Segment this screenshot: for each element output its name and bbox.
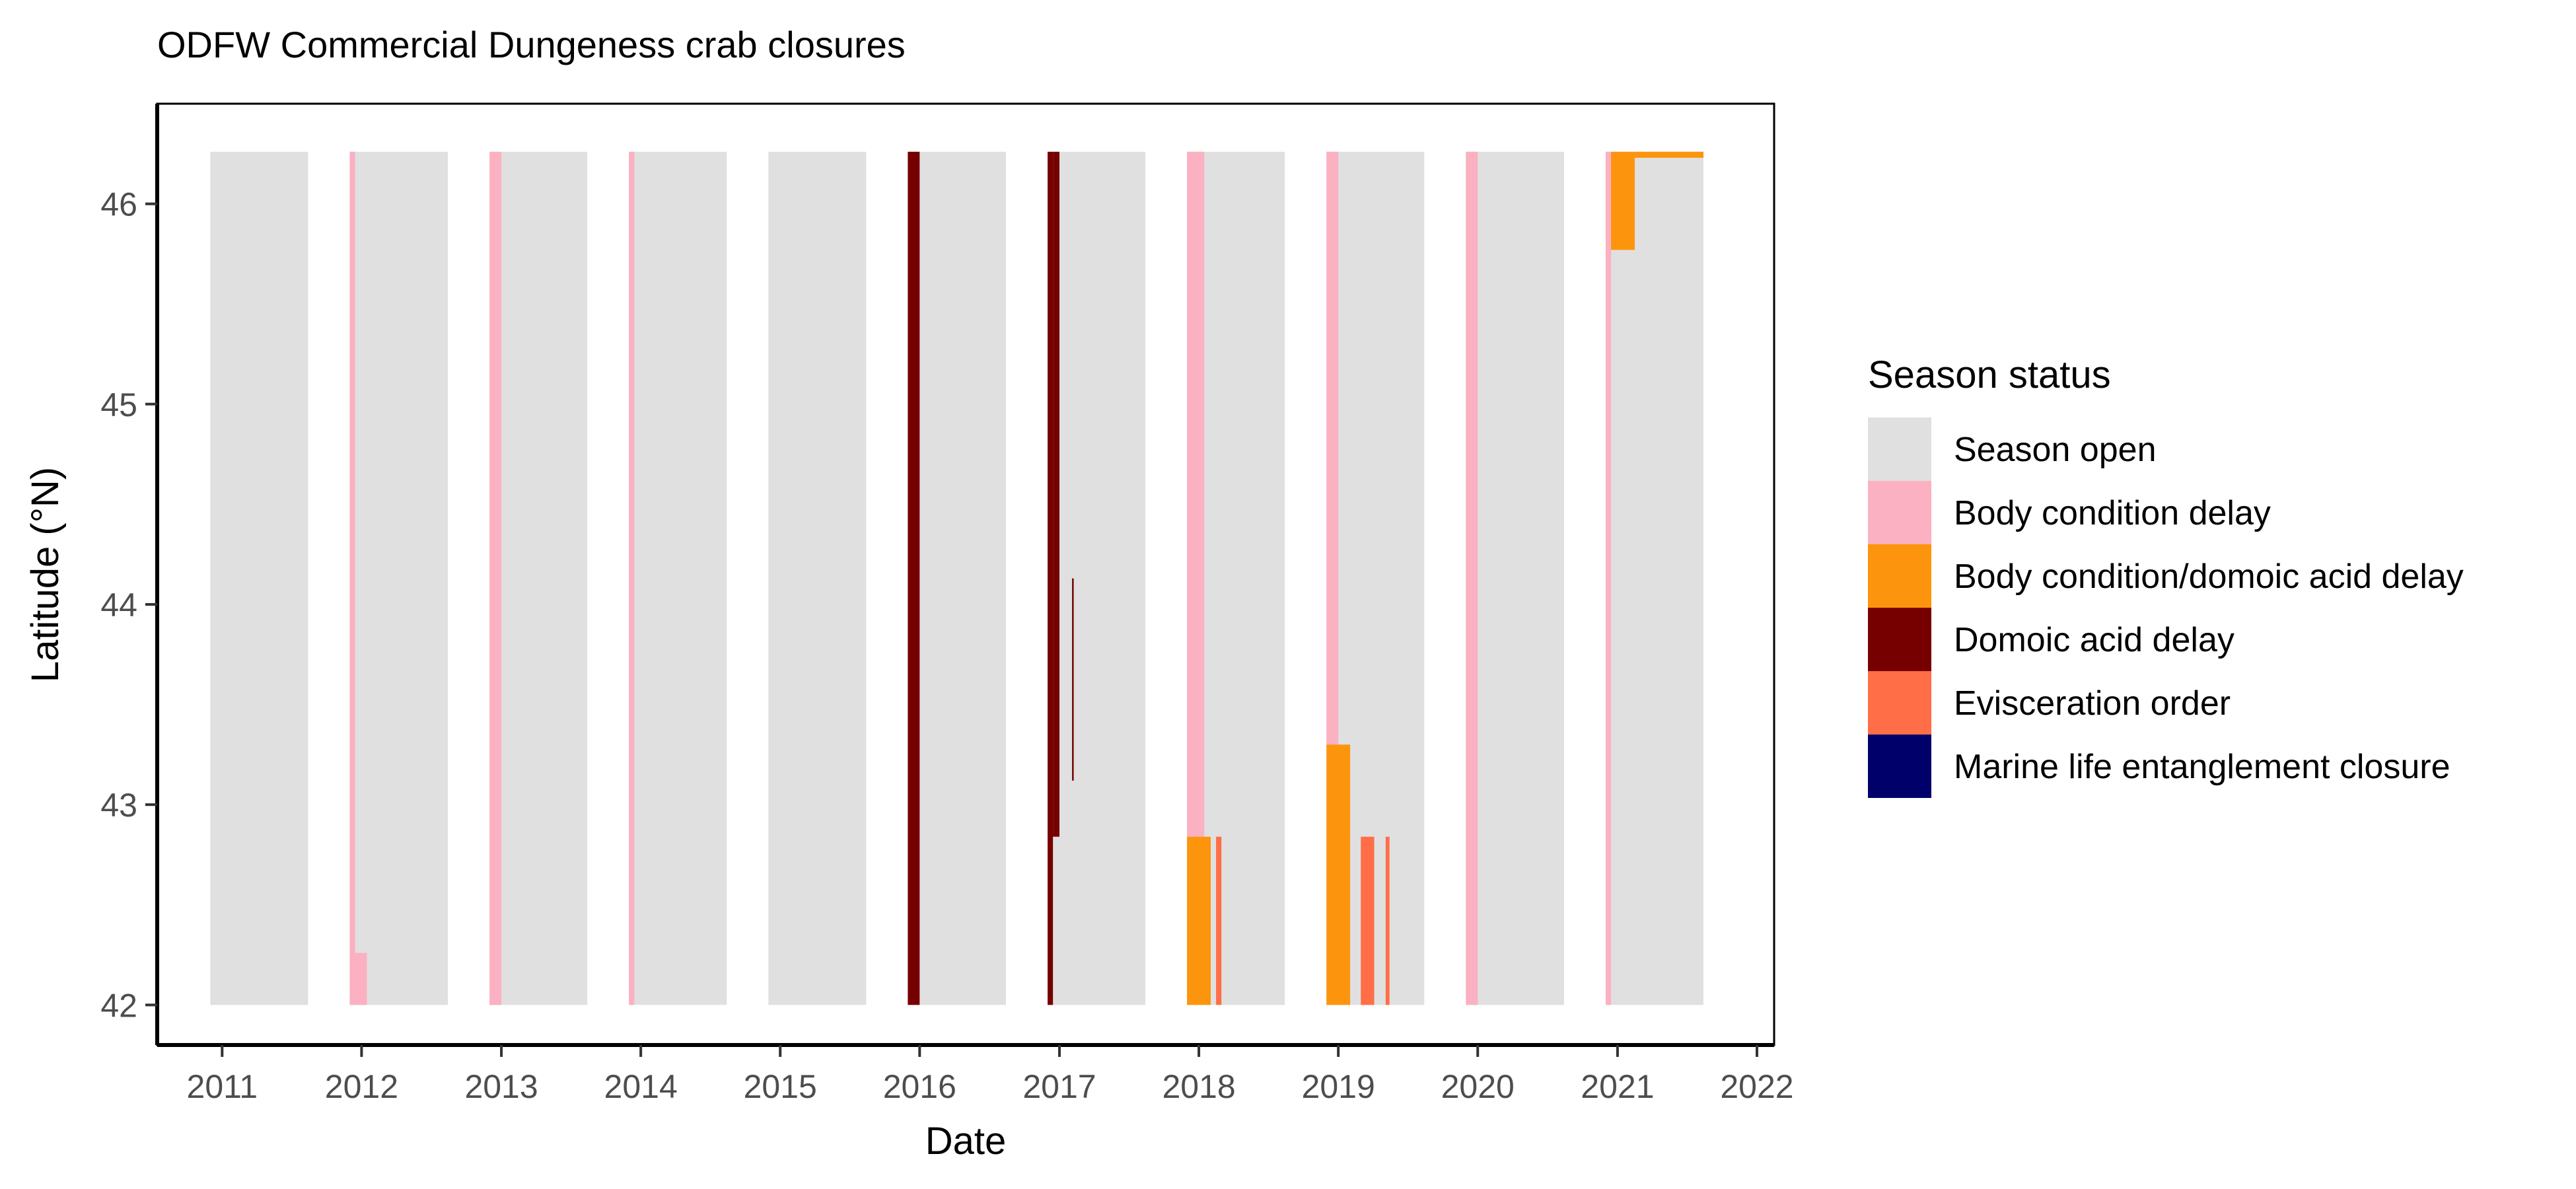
y-axis-label: Latitude (°N) bbox=[24, 467, 67, 682]
legend-swatch-evisceration-order bbox=[1868, 671, 1931, 735]
segment-season-open bbox=[629, 151, 727, 1005]
x-tick-label: 2017 bbox=[1022, 1068, 1096, 1105]
x-tick-label: 2021 bbox=[1581, 1068, 1654, 1105]
legend-items: Season open Body condition delay Body cond… bbox=[1868, 417, 2464, 798]
segment-body-condition-delay bbox=[629, 151, 635, 1005]
segment-body-condition-domoic-acid-delay bbox=[1187, 836, 1211, 1005]
legend-title: Season status bbox=[1868, 353, 2111, 396]
segment-season-open bbox=[349, 151, 448, 1005]
x-tick-label: 2019 bbox=[1302, 1068, 1375, 1105]
segment-body-condition-delay bbox=[1187, 151, 1205, 837]
segment-body-condition-delay bbox=[1466, 151, 1478, 1005]
segment-season-open bbox=[1048, 151, 1146, 1005]
x-tick-label: 2018 bbox=[1162, 1068, 1235, 1105]
segment-season-open bbox=[908, 151, 1007, 1005]
segment-body-condition-delay bbox=[349, 953, 367, 1005]
chart-title: ODFW Commercial Dungeness crab closures bbox=[157, 24, 906, 65]
segment-body-condition-delay bbox=[489, 151, 502, 1005]
segment-body-condition-delay bbox=[1605, 151, 1612, 1005]
x-axis-label: Date bbox=[925, 1120, 1007, 1163]
y-tick-label: 42 bbox=[100, 987, 137, 1024]
legend-swatch-season-open bbox=[1868, 417, 1931, 481]
legend-label: Domoic acid delay bbox=[1954, 621, 2235, 659]
segment-body-condition-domoic-acid-delay bbox=[1326, 744, 1351, 1005]
legend-swatch-body-condition-domoic-acid-delay bbox=[1868, 544, 1931, 608]
y-tick-label: 46 bbox=[100, 186, 137, 223]
x-tick-label: 2022 bbox=[1720, 1068, 1793, 1105]
x-tick-label: 2016 bbox=[883, 1068, 956, 1105]
x-tick-label: 2020 bbox=[1441, 1068, 1515, 1105]
x-tick-label: 2011 bbox=[187, 1068, 258, 1105]
segment-body-condition-delay bbox=[1326, 151, 1339, 745]
segment-body-condition-domoic-acid-delay bbox=[1611, 151, 1635, 250]
segment-evisceration-order bbox=[1216, 836, 1222, 1005]
legend-swatch-body-condition-delay bbox=[1868, 481, 1931, 544]
x-tick-label: 2012 bbox=[325, 1068, 398, 1105]
legend-swatch-domoic-acid-delay bbox=[1868, 608, 1931, 671]
segment-season-open bbox=[1605, 151, 1704, 1005]
y-tick-label: 45 bbox=[100, 386, 137, 423]
segment-domoic-acid-delay bbox=[908, 151, 920, 1005]
segment-domoic-acid-delay bbox=[1072, 578, 1074, 781]
segment-domoic-acid-delay bbox=[1053, 151, 1059, 837]
x-tick-label: 2014 bbox=[604, 1068, 678, 1105]
legend-label: Marine life entanglement closure bbox=[1954, 748, 2451, 786]
segment-evisceration-order bbox=[1361, 836, 1375, 1005]
segment-body-condition-domoic-acid-delay bbox=[1634, 151, 1704, 158]
segment-season-open bbox=[768, 151, 867, 1005]
y-tick-label: 44 bbox=[100, 587, 137, 624]
y-tick-label: 43 bbox=[100, 787, 137, 824]
y-axis-ticks: 42 43 44 45 46 bbox=[100, 186, 157, 1024]
x-tick-label: 2015 bbox=[744, 1068, 817, 1105]
segment-evisceration-order bbox=[1385, 836, 1390, 1005]
x-tick-label: 2013 bbox=[464, 1068, 538, 1105]
segment-domoic-acid-delay bbox=[1048, 151, 1054, 1005]
legend-label: Body condition/domoic acid delay bbox=[1954, 558, 2464, 596]
legend-label: Season open bbox=[1954, 431, 2157, 469]
segment-season-open bbox=[1466, 151, 1564, 1005]
x-axis-ticks: 2011 2012 2013 2014 2015 2016 2017 2018 2019 2020… bbox=[187, 1045, 1794, 1105]
segment-season-open bbox=[210, 151, 308, 1005]
legend-swatch-marine-life-entanglement-closure bbox=[1868, 735, 1931, 798]
segment-body-condition-delay bbox=[349, 151, 355, 953]
segment-season-open bbox=[489, 151, 588, 1005]
closure-segments bbox=[210, 151, 1704, 1005]
legend-label: Evisceration order bbox=[1954, 684, 2231, 723]
legend-label: Body condition delay bbox=[1954, 494, 2271, 532]
legend: Season status Season open Body condition … bbox=[1868, 353, 2464, 798]
